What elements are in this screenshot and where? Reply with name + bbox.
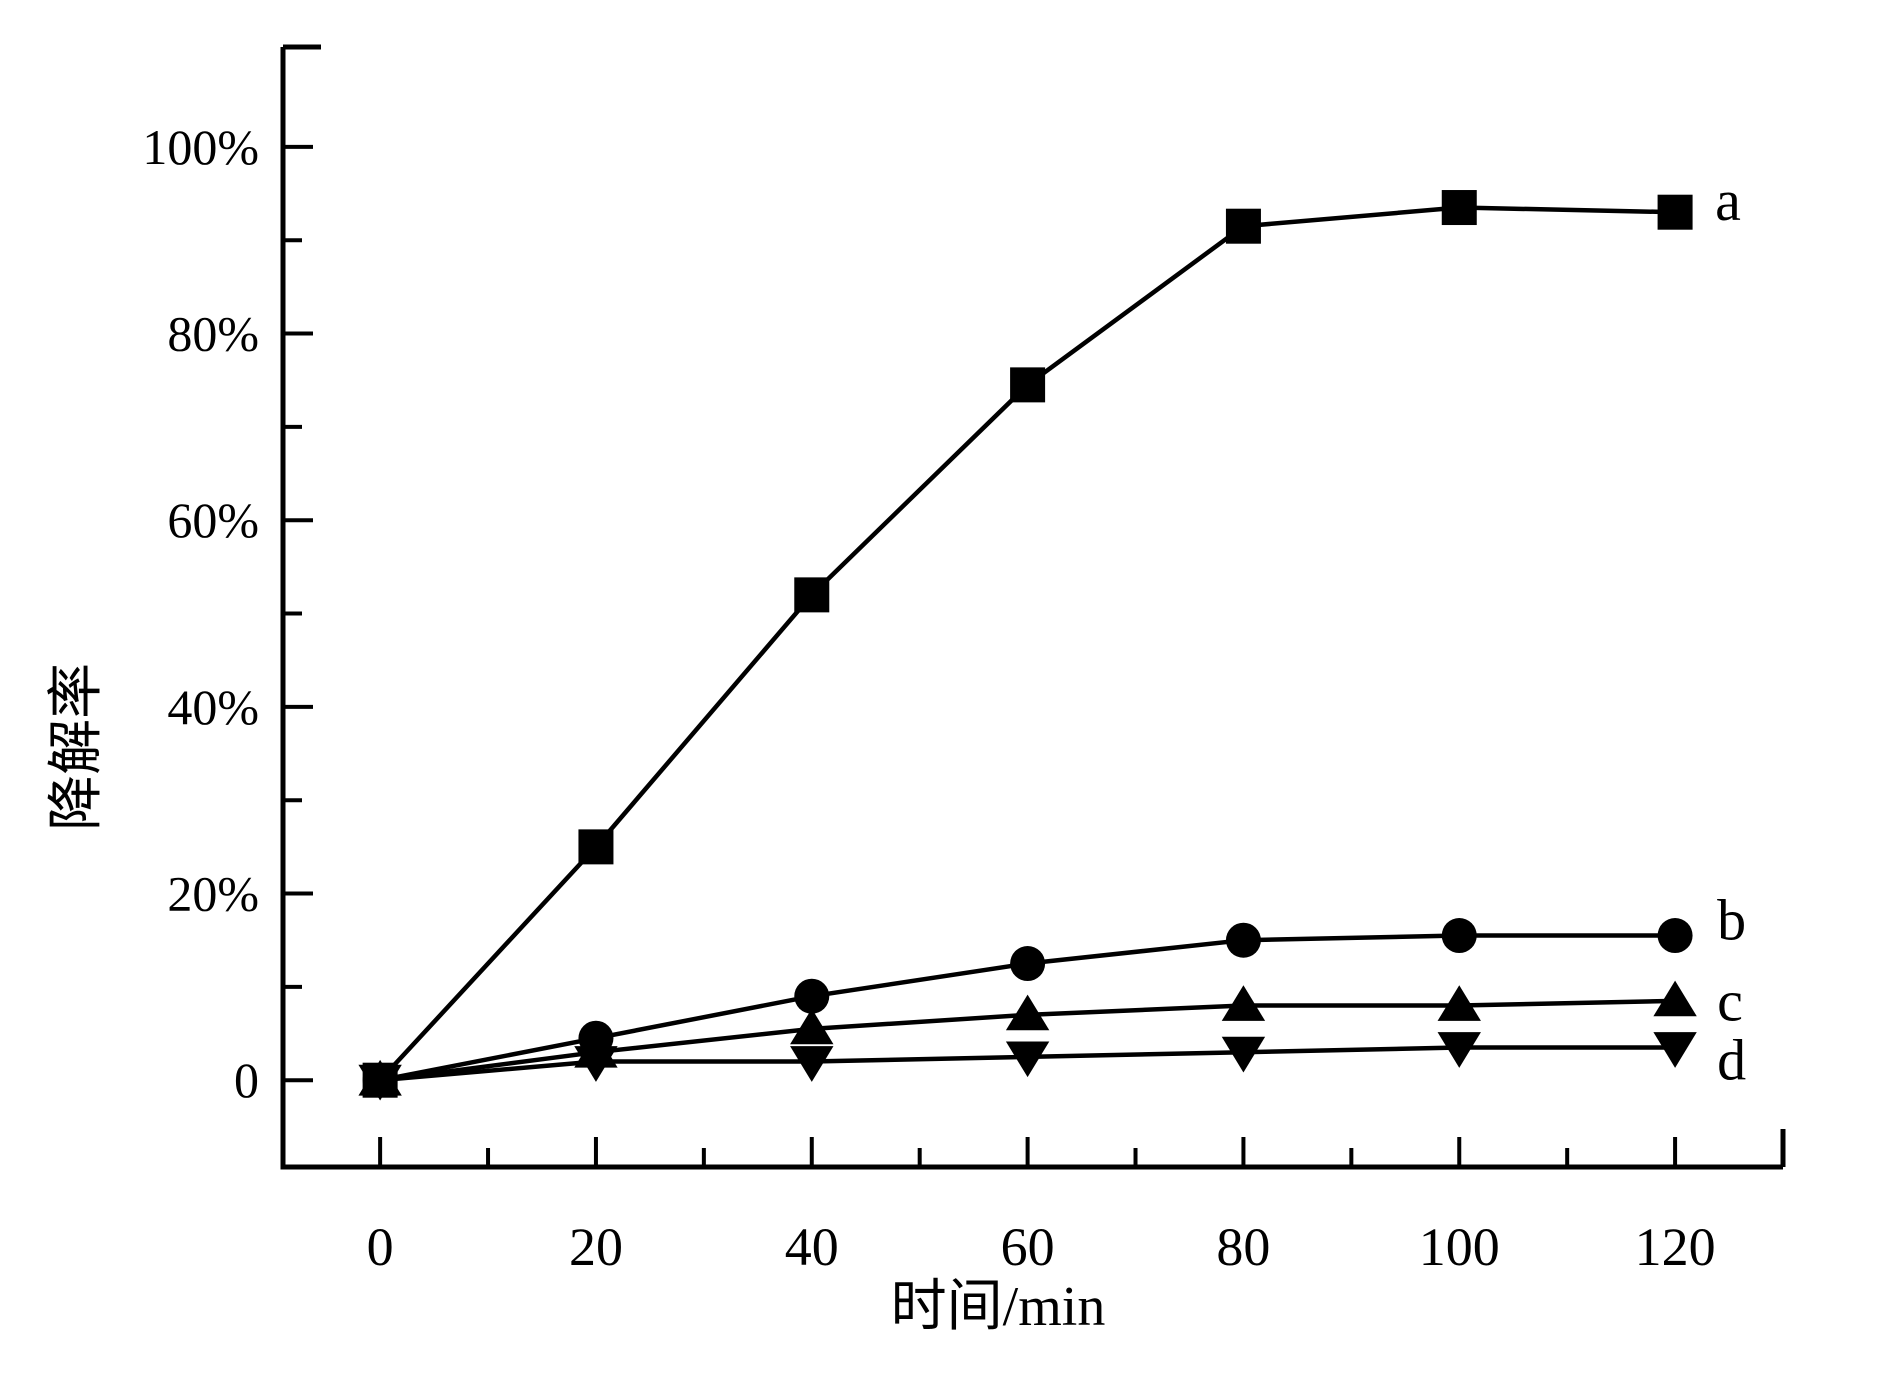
series-a-marker — [794, 577, 830, 613]
series-a-marker — [1441, 190, 1477, 226]
series-a-marker — [1010, 367, 1046, 403]
series-b-marker — [1657, 918, 1693, 954]
y-axis-title: 降解率 — [46, 663, 108, 831]
series-d-marker — [574, 1046, 618, 1082]
series-d-marker — [358, 1064, 402, 1101]
x-tick-label: 20 — [569, 1217, 623, 1277]
series-b-marker — [1441, 918, 1477, 954]
series-d-marker — [1437, 1032, 1481, 1068]
series-c-marker — [1221, 985, 1266, 1021]
series-label-a: a — [1715, 168, 1741, 233]
series-label-c: c — [1717, 969, 1743, 1034]
series-d-marker — [1221, 1036, 1266, 1073]
y-tick-label: 100% — [142, 119, 259, 175]
y-tick-label: 20% — [167, 866, 259, 922]
series-d-marker — [1653, 1032, 1697, 1068]
x-axis-title: 时间/min — [891, 1276, 1106, 1338]
x-tick-label: 80 — [1216, 1217, 1270, 1277]
series-c-marker — [1653, 980, 1697, 1017]
y-tick-label: 80% — [167, 306, 259, 362]
y-tick-label: 60% — [167, 492, 259, 548]
series-c-marker — [1437, 985, 1481, 1021]
series-d-marker — [790, 1046, 834, 1082]
x-tick-label: 0 — [367, 1217, 394, 1277]
series-a-marker — [1657, 194, 1693, 230]
series-b-marker — [794, 978, 830, 1014]
y-tick-label: 40% — [167, 679, 259, 735]
series-c-marker — [790, 1008, 834, 1045]
series-a-marker — [1225, 208, 1261, 244]
x-tick-label: 60 — [1001, 1217, 1055, 1277]
x-tick-label: 40 — [785, 1217, 839, 1277]
series-label-b: b — [1717, 887, 1746, 952]
series-b-marker — [1225, 922, 1261, 958]
series-b-marker — [1010, 946, 1046, 982]
series-a-marker — [578, 829, 614, 865]
y-tick-label: 0 — [234, 1052, 259, 1108]
x-tick-label: 120 — [1635, 1217, 1716, 1277]
series-c-marker — [1005, 994, 1050, 1031]
series-d-marker — [1005, 1041, 1050, 1078]
x-tick-label: 100 — [1419, 1217, 1500, 1277]
series-label-d: d — [1717, 1027, 1746, 1092]
